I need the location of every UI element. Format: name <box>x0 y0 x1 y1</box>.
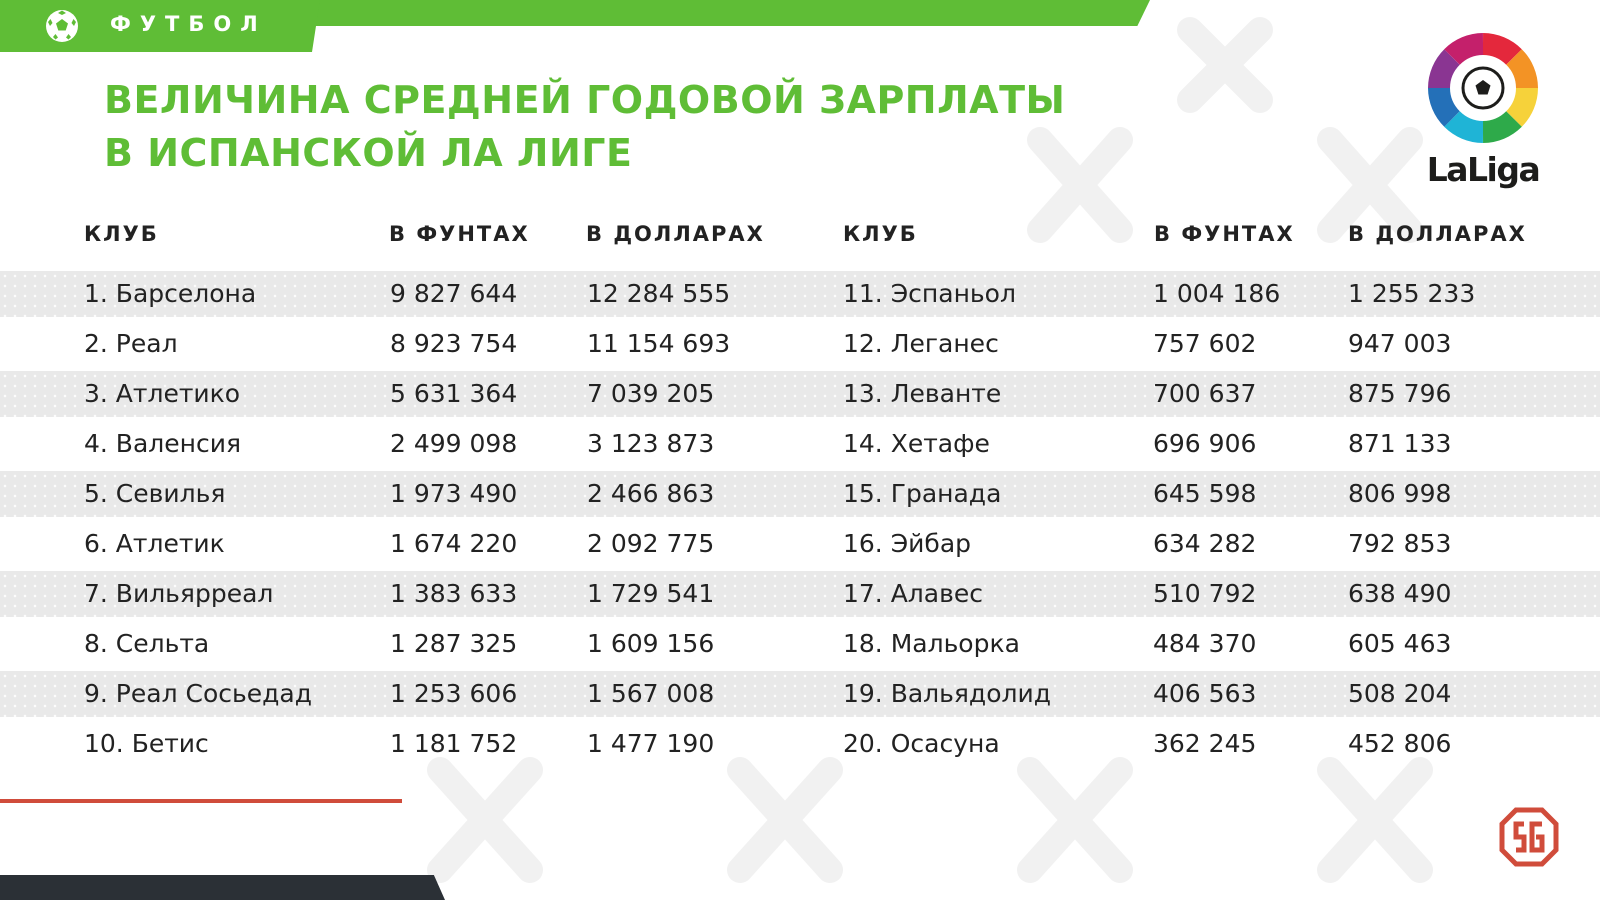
page-title: ВЕЛИЧИНА СРЕДНЕЙ ГОДОВОЙ ЗАРПЛАТЫ В ИСПА… <box>104 74 1065 180</box>
header-pounds-left: В ФУНТАХ <box>389 222 530 246</box>
cell-club-right: 16. Эйбар <box>843 529 972 558</box>
cell-club-right: 14. Хетафе <box>843 429 990 458</box>
row-band <box>0 571 1600 617</box>
cell-dollars-right: 452 806 <box>1348 729 1452 758</box>
cell-pounds-right: 700 637 <box>1153 379 1257 408</box>
row-band <box>0 471 1600 517</box>
laliga-logo: LaLiga <box>1422 32 1544 192</box>
cell-club-left: 3. Атлетико <box>84 379 241 408</box>
cell-pounds-right: 362 245 <box>1153 729 1257 758</box>
header-dollars-right: В ДОЛЛАРАХ <box>1348 222 1527 246</box>
cell-club-right: 15. Гранада <box>843 479 1002 508</box>
row-band <box>0 371 1600 417</box>
cell-pounds-left: 8 923 754 <box>390 329 518 358</box>
cell-dollars-right: 947 003 <box>1348 329 1452 358</box>
cell-dollars-left: 1 609 156 <box>587 629 715 658</box>
header-club-left: КЛУБ <box>84 222 159 246</box>
cell-club-left: 10. Бетис <box>84 729 209 758</box>
cell-pounds-right: 696 906 <box>1153 429 1257 458</box>
cell-pounds-left: 5 631 364 <box>390 379 518 408</box>
cell-pounds-left: 1 287 325 <box>390 629 518 658</box>
cell-dollars-right: 1 255 233 <box>1348 279 1476 308</box>
cell-dollars-right: 638 490 <box>1348 579 1452 608</box>
cell-club-right: 13. Леванте <box>843 379 1002 408</box>
cell-pounds-left: 1 253 606 <box>390 679 518 708</box>
category-tab: ФУТБОЛ <box>0 0 320 52</box>
cell-dollars-left: 3 123 873 <box>587 429 715 458</box>
cell-pounds-right: 1 004 186 <box>1153 279 1281 308</box>
cell-dollars-left: 1 477 190 <box>587 729 715 758</box>
title-line-2: В ИСПАНСКОЙ ЛА ЛИГЕ <box>104 131 633 175</box>
cell-club-right: 17. Алавес <box>843 579 983 608</box>
cell-pounds-left: 9 827 644 <box>390 279 518 308</box>
cell-pounds-left: 1 383 633 <box>390 579 518 608</box>
cell-pounds-right: 406 563 <box>1153 679 1257 708</box>
cell-dollars-left: 1 567 008 <box>587 679 715 708</box>
cell-club-left: 7. Вильярреал <box>84 579 274 608</box>
cell-dollars-left: 2 092 775 <box>587 529 715 558</box>
laliga-wordmark: LaLiga <box>1426 150 1541 189</box>
cell-pounds-right: 634 282 <box>1153 529 1257 558</box>
soccer-ball-icon <box>46 10 78 42</box>
cell-dollars-right: 806 998 <box>1348 479 1452 508</box>
cell-pounds-right: 757 602 <box>1153 329 1257 358</box>
category-label: ФУТБОЛ <box>110 12 267 36</box>
cell-club-right: 20. Осасуна <box>843 729 1000 758</box>
cell-dollars-left: 1 729 541 <box>587 579 715 608</box>
bottom-bar <box>0 875 445 900</box>
cell-pounds-left: 1 181 752 <box>390 729 518 758</box>
header-pounds-right: В ФУНТАХ <box>1154 222 1295 246</box>
cell-pounds-right: 484 370 <box>1153 629 1257 658</box>
accent-line <box>0 799 402 803</box>
cell-dollars-right: 875 796 <box>1348 379 1452 408</box>
cell-club-left: 2. Реал <box>84 329 178 358</box>
cell-club-left: 5. Севилья <box>84 479 226 508</box>
row-band <box>0 671 1600 717</box>
cell-club-right: 12. Леганес <box>843 329 999 358</box>
cell-club-left: 4. Валенсия <box>84 429 242 458</box>
title-line-1: ВЕЛИЧИНА СРЕДНЕЙ ГОДОВОЙ ЗАРПЛАТЫ <box>104 78 1066 122</box>
header-dollars-left: В ДОЛЛАРАХ <box>586 222 765 246</box>
cell-pounds-right: 510 792 <box>1153 579 1257 608</box>
sports-ru-logo-icon <box>1499 807 1559 867</box>
cell-dollars-right: 871 133 <box>1348 429 1452 458</box>
cell-club-right: 18. Мальорка <box>843 629 1020 658</box>
cell-dollars-left: 2 466 863 <box>587 479 715 508</box>
cell-dollars-right: 605 463 <box>1348 629 1452 658</box>
cell-club-left: 8. Сельта <box>84 629 210 658</box>
laliga-mark-icon <box>1428 33 1538 143</box>
cell-club-left: 9. Реал Сосьедад <box>84 679 313 708</box>
cell-club-right: 11. Эспаньол <box>843 279 1016 308</box>
cell-pounds-left: 1 674 220 <box>390 529 518 558</box>
cell-dollars-left: 7 039 205 <box>587 379 715 408</box>
cell-pounds-right: 645 598 <box>1153 479 1257 508</box>
cell-club-left: 1. Барселона <box>84 279 257 308</box>
cell-dollars-left: 12 284 555 <box>587 279 731 308</box>
row-band <box>0 271 1600 317</box>
header-club-right: КЛУБ <box>843 222 918 246</box>
cell-dollars-right: 508 204 <box>1348 679 1452 708</box>
cell-pounds-left: 1 973 490 <box>390 479 518 508</box>
cell-dollars-right: 792 853 <box>1348 529 1452 558</box>
cell-club-right: 19. Вальядолид <box>843 679 1052 708</box>
cell-dollars-left: 11 154 693 <box>587 329 731 358</box>
cell-pounds-left: 2 499 098 <box>390 429 518 458</box>
cell-club-left: 6. Атлетик <box>84 529 225 558</box>
